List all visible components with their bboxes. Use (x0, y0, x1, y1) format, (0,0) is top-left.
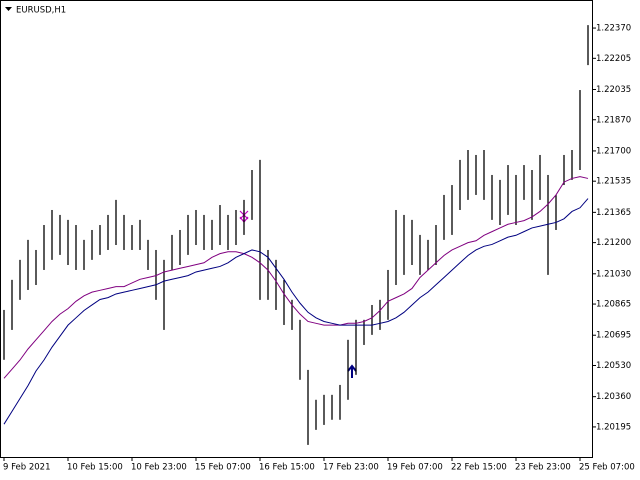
y-tick-label: 1.21200 (596, 238, 631, 248)
menu-triangle[interactable] (5, 7, 12, 11)
x-tick-label: 19 Feb 07:00 (387, 463, 443, 473)
plot-frame (0, 0, 593, 458)
buy-arrow (347, 364, 357, 378)
x-tick-label: 23 Feb 23:00 (515, 463, 571, 473)
y-tick-label: 1.21030 (596, 269, 631, 279)
y-tick-label: 1.21870 (596, 115, 631, 125)
x-tick-label: 10 Feb 15:00 (67, 463, 123, 473)
y-tick-label: 1.21700 (596, 146, 631, 156)
y-tick-label: 1.20530 (596, 361, 631, 371)
y-tick-label: 1.20360 (596, 392, 631, 402)
y-tick-label: 1.22370 (596, 24, 631, 34)
y-tick-label: 1.20865 (596, 300, 631, 310)
y-tick-label: 1.21365 (596, 208, 631, 218)
x-tick-label: 15 Feb 07:00 (195, 463, 251, 473)
x-tick-label: 10 Feb 23:00 (131, 463, 187, 473)
x-tick-label: 17 Feb 23:00 (323, 463, 379, 473)
x-tick-label: 25 Feb 07:00 (579, 463, 635, 473)
y-tick-label: 1.20695 (596, 331, 631, 341)
x-tick-label: 16 Feb 15:00 (259, 463, 315, 473)
chart-title: EURUSD,H1 (16, 6, 66, 16)
y-tick-label: 1.22205 (596, 54, 631, 64)
y-tick-label: 1.22035 (596, 85, 631, 95)
x-tick-label: 22 Feb 15:00 (451, 463, 507, 473)
moving-average (3, 176, 589, 379)
y-tick-label: 1.20195 (596, 422, 631, 432)
moving-average (3, 198, 589, 425)
y-tick-label: 1.21535 (596, 177, 631, 187)
x-tick-label: 9 Feb 2021 (3, 463, 51, 473)
